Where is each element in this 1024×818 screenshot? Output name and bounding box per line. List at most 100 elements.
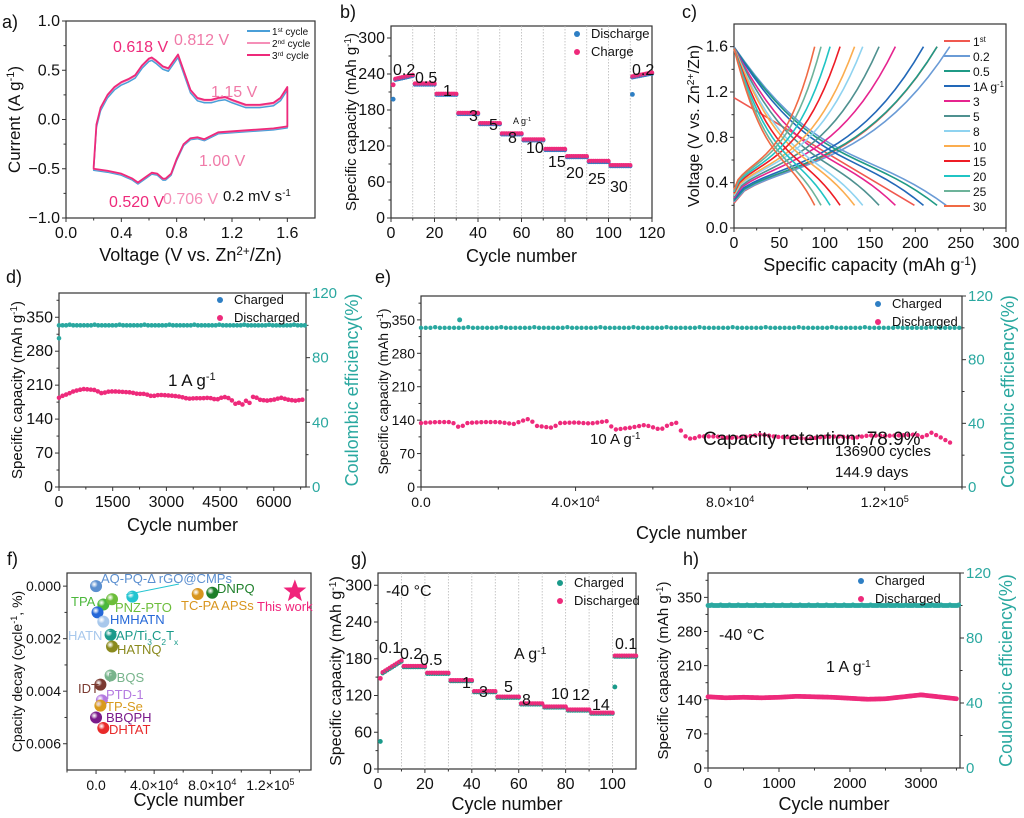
ce-point [744, 325, 750, 331]
capacity-point [790, 435, 795, 440]
ce-point [277, 323, 283, 328]
charge-curve [733, 46, 856, 195]
capacity-point [882, 433, 888, 439]
ce-point [259, 323, 265, 328]
capacity-point [655, 426, 660, 431]
ce-point [117, 322, 122, 328]
legend-label: 5 [973, 110, 980, 124]
y-tick-label: 0.004 [26, 683, 61, 699]
data-point-charge [475, 110, 481, 116]
x-axis-label: Cycle number [778, 794, 889, 814]
y2-tick-label: 80 [966, 630, 983, 647]
ce-point [957, 325, 962, 331]
ce-point [503, 325, 509, 331]
legend-label: Charged [574, 575, 624, 590]
ce-point [956, 602, 962, 608]
capacity-point [120, 389, 125, 395]
ce-point [81, 323, 87, 328]
capacity-point [123, 389, 129, 395]
ce-point [857, 325, 863, 331]
ce-point [220, 323, 226, 328]
x-tick-label: 60 [513, 225, 531, 242]
ce-point [284, 323, 290, 328]
ce-point [245, 323, 251, 328]
capacity-point [794, 435, 800, 440]
capacity-point [878, 433, 883, 438]
plot-frame [66, 572, 312, 771]
capacity-point [166, 393, 171, 398]
ce-point [867, 325, 872, 331]
ce-point [876, 325, 882, 331]
panel-d: 0 1500 3000 4500 6000 0 70 140 210 280 350 Cycle nu… [6, 267, 362, 535]
ce-point [517, 325, 523, 331]
y-tick-label: 0 [376, 210, 385, 227]
y-tick-label: 1.6 [706, 39, 728, 56]
ce-point [522, 325, 528, 331]
legend-marker [858, 596, 864, 602]
ce-point [636, 325, 641, 331]
ce-point [839, 325, 844, 331]
ce-point [919, 325, 924, 331]
material-label: TAP/Ti3C2Tx [109, 628, 179, 647]
material-marker [191, 588, 204, 601]
material-label: PBQS [108, 670, 144, 685]
legend-marker [875, 319, 881, 325]
x-tick-label: 1.2×105 [246, 777, 294, 793]
ce-point [149, 323, 154, 328]
material-marker [94, 699, 107, 712]
y-tick-label: 300 [358, 30, 385, 47]
material-label: IDT [78, 681, 99, 696]
capacity-point [109, 389, 115, 394]
ce-point [673, 325, 679, 331]
ce-point [475, 325, 480, 331]
capacity-point [106, 389, 111, 394]
capacity-point [187, 396, 192, 401]
ce-point [63, 323, 69, 328]
ce-point [933, 325, 938, 331]
capacity-point [748, 433, 753, 439]
ce-point [447, 325, 452, 331]
panel-label: c) [682, 2, 697, 22]
ce-point [782, 325, 787, 331]
ce-point [924, 325, 929, 331]
ce-point [74, 323, 80, 328]
ce-point [199, 323, 204, 328]
y-tick-label: 210 [677, 658, 702, 675]
data-point-discharged [633, 653, 639, 658]
y-tick-label: −0.5 [28, 161, 60, 178]
data-point [612, 684, 618, 690]
x-tick-label: 100 [811, 235, 838, 252]
rate-label: 3 [479, 684, 488, 701]
ce-point [213, 323, 219, 328]
ce-point [824, 325, 830, 331]
ce-point [163, 323, 169, 328]
capacity-point [906, 432, 911, 438]
x-tick-label: 0 [55, 494, 64, 511]
ce-point [106, 323, 112, 328]
ce-point [721, 325, 726, 331]
capacity-point [910, 432, 916, 437]
ce-point [626, 325, 631, 331]
legend-label: 1A g-1 [973, 80, 1004, 95]
ce-point [872, 325, 877, 331]
capacity-point [81, 386, 86, 392]
capacity-point [530, 419, 535, 424]
ce-point [252, 323, 258, 328]
ce-point [947, 325, 953, 331]
y2-tick-label: 120 [968, 288, 993, 305]
x-tick-label: 0.0 [55, 225, 77, 242]
capacity-point [664, 423, 670, 428]
legend-label: 20 [973, 170, 987, 184]
panel-label: d) [6, 267, 22, 287]
ce-point [772, 325, 778, 331]
ce-point [890, 325, 896, 331]
ce-point [697, 325, 702, 330]
panel-label: h) [683, 549, 699, 569]
capacity-point [201, 395, 206, 401]
capacity-point [176, 394, 182, 399]
capacity-point [636, 423, 642, 429]
discharge-curve [733, 46, 947, 206]
peak-label: 0.706 V [163, 191, 218, 208]
capacity-point [141, 391, 146, 397]
ce-point [60, 323, 65, 328]
